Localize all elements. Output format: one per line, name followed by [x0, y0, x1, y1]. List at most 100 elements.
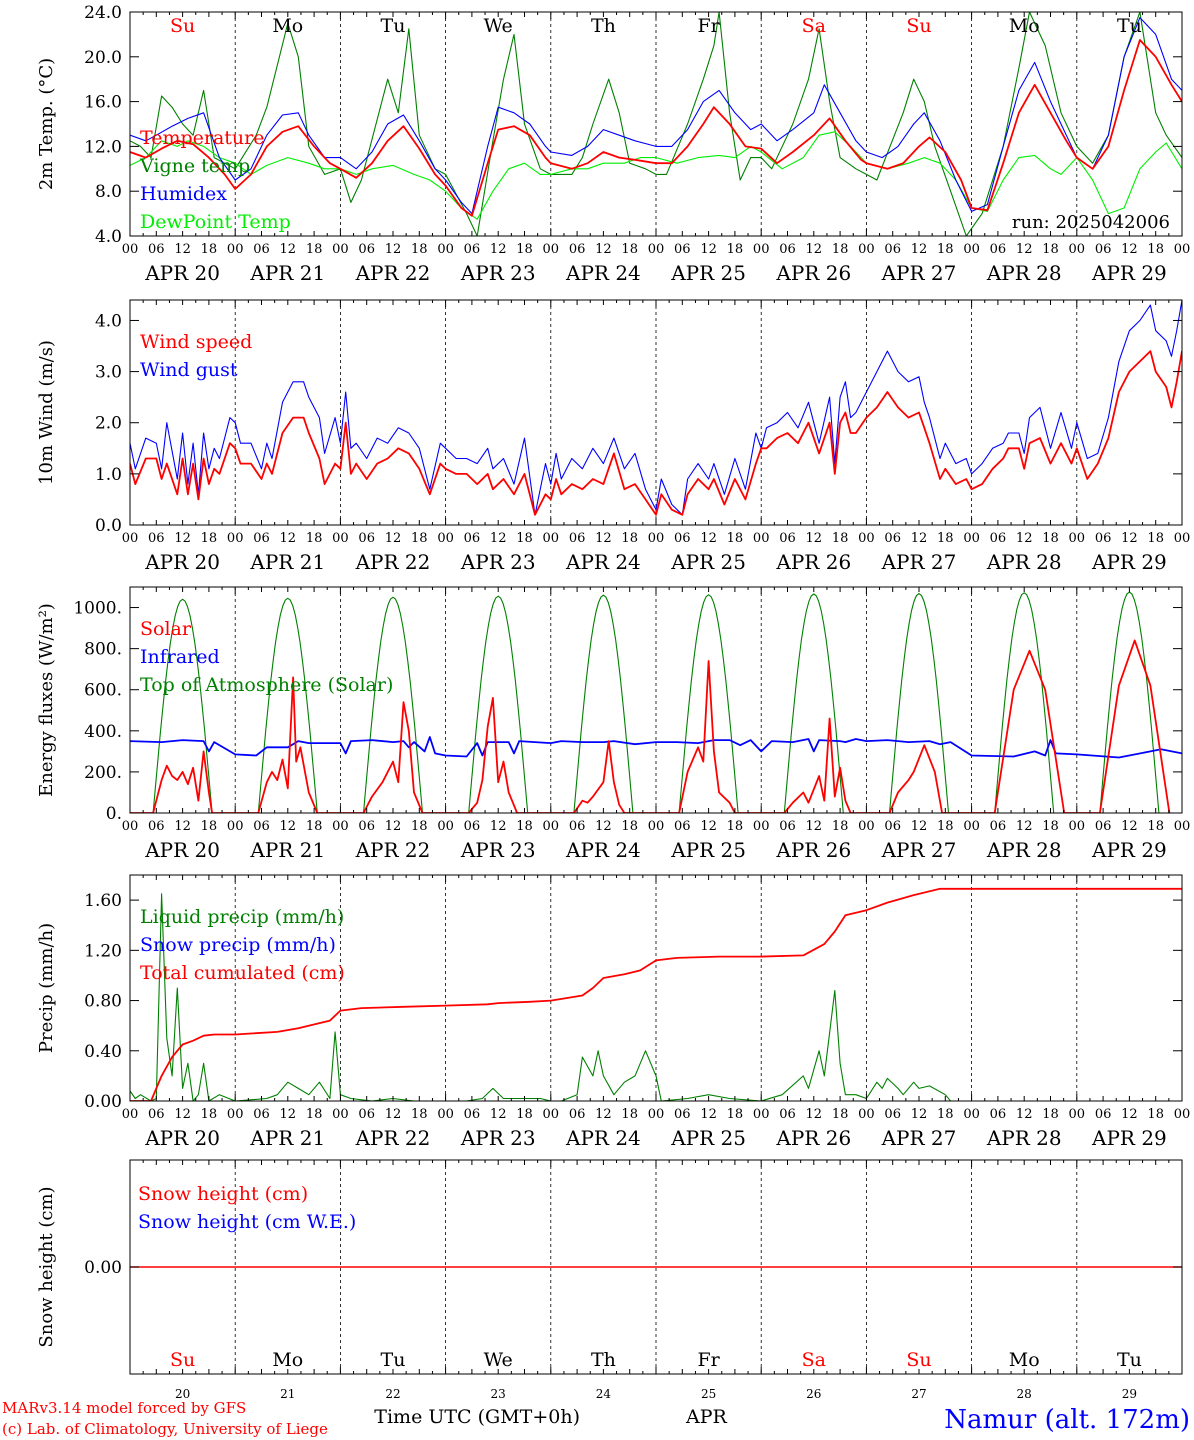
date-label: APR 26 — [775, 550, 851, 574]
legend-entry: Humidex — [140, 183, 227, 205]
credit-line-1: MARv3.14 model forced by GFS — [2, 1399, 246, 1417]
day-name: Mo — [1009, 1349, 1040, 1371]
x-tick-label: 12 — [174, 242, 191, 257]
date-label: APR 21 — [249, 550, 325, 574]
x-tick-label: 06 — [779, 531, 796, 546]
day-name: Su — [906, 15, 931, 37]
day-number: 24 — [596, 1387, 612, 1401]
date-label: APR 20 — [144, 1126, 220, 1150]
x-tick-label: 06 — [990, 1107, 1007, 1122]
date-label: APR 21 — [249, 838, 325, 862]
x-tick-label: 00 — [963, 242, 980, 257]
x-tick-label: 00 — [648, 242, 665, 257]
x-tick-label: 12 — [490, 531, 507, 546]
date-label: APR 26 — [775, 1126, 851, 1150]
x-tick-label: 12 — [911, 819, 928, 834]
x-tick-label: 00 — [122, 1107, 139, 1122]
day-name: Tu — [381, 1349, 406, 1371]
x-tick-label: 06 — [884, 531, 901, 546]
date-label: APR 22 — [355, 550, 431, 574]
x-tick-label: 12 — [806, 242, 823, 257]
x-tick-label: 18 — [201, 531, 218, 546]
y-tick-label: 0.00 — [84, 1092, 122, 1112]
x-tick-label: 18 — [727, 819, 744, 834]
x-tick-label: 18 — [937, 819, 954, 834]
y-tick-label: 12.0 — [84, 137, 122, 157]
date-label: APR 26 — [775, 261, 851, 285]
x-tick-label: 18 — [516, 531, 533, 546]
x-tick-label: 18 — [201, 819, 218, 834]
series-humidex — [130, 17, 1182, 215]
x-tick-label: 18 — [727, 1107, 744, 1122]
x-tick-label: 00 — [648, 531, 665, 546]
y-tick-label: 2.0 — [95, 414, 122, 434]
day-name: Mo — [272, 15, 303, 37]
date-label: APR 24 — [565, 1126, 641, 1150]
x-tick-label: 18 — [1042, 531, 1059, 546]
series-dewpoint-temp — [130, 131, 1182, 220]
x-tick-label: 00 — [122, 819, 139, 834]
y-tick-label: 1.20 — [84, 941, 122, 961]
date-label: APR 25 — [670, 261, 746, 285]
date-label: APR 20 — [144, 838, 220, 862]
x-tick-label: 18 — [621, 1107, 638, 1122]
x-tick-label: 12 — [806, 1107, 823, 1122]
x-tick-label: 00 — [543, 819, 560, 834]
x-tick-label: 18 — [1147, 531, 1164, 546]
day-name: Su — [170, 15, 195, 37]
series-top-of-atmosphere — [130, 591, 1182, 813]
x-tick-label: 12 — [595, 242, 612, 257]
date-label: APR 22 — [355, 838, 431, 862]
x-tick-label: 00 — [332, 1107, 349, 1122]
day-name: Tu — [1117, 15, 1142, 37]
x-tick-label: 00 — [963, 531, 980, 546]
x-tick-label: 06 — [674, 531, 691, 546]
day-name: Tu — [1117, 1349, 1142, 1371]
date-label: APR 23 — [460, 1126, 536, 1150]
day-number: 21 — [280, 1387, 295, 1401]
x-tick-label: 00 — [753, 1107, 770, 1122]
x-tick-label: 00 — [122, 531, 139, 546]
date-label: APR 29 — [1091, 838, 1167, 862]
date-label: APR 25 — [670, 1126, 746, 1150]
x-tick-label: 00 — [1174, 242, 1191, 257]
x-tick-label: 00 — [437, 1107, 454, 1122]
x-tick-label: 18 — [1042, 1107, 1059, 1122]
x-tick-label: 06 — [464, 819, 481, 834]
date-label: APR 24 — [565, 838, 641, 862]
x-tick-label: 18 — [727, 242, 744, 257]
x-tick-label: 06 — [253, 819, 270, 834]
x-tick-label: 00 — [437, 819, 454, 834]
x-tick-label: 12 — [700, 531, 717, 546]
x-tick-label: 00 — [227, 819, 244, 834]
y-tick-label: 400. — [84, 722, 122, 742]
x-tick-label: 00 — [648, 1107, 665, 1122]
x-tick-label: 00 — [1069, 819, 1086, 834]
x-tick-label: 06 — [358, 819, 375, 834]
x-tick-label: 06 — [464, 531, 481, 546]
x-tick-label: 18 — [832, 1107, 849, 1122]
x-tick-label: 06 — [779, 242, 796, 257]
x-tick-label: 00 — [332, 531, 349, 546]
x-tick-label: 00 — [1069, 1107, 1086, 1122]
date-label: APR 27 — [881, 550, 957, 574]
x-tick-label: 06 — [464, 1107, 481, 1122]
y-tick-label: 800. — [84, 640, 122, 660]
x-tick-label: 18 — [411, 1107, 428, 1122]
x-tick-label: 00 — [753, 819, 770, 834]
x-tick-label: 12 — [280, 242, 297, 257]
x-tick-label: 06 — [148, 242, 165, 257]
date-label: APR 27 — [881, 1126, 957, 1150]
x-tick-label: 00 — [543, 1107, 560, 1122]
day-name: Su — [906, 1349, 931, 1371]
day-number: 22 — [385, 1387, 400, 1401]
x-tick-label: 12 — [174, 531, 191, 546]
date-label: APR 23 — [460, 838, 536, 862]
y-tick-label: 1.0 — [95, 465, 122, 485]
date-label: APR 25 — [670, 838, 746, 862]
series-wind-speed — [130, 350, 1182, 516]
x-tick-label: 18 — [1042, 819, 1059, 834]
x-tick-label: 18 — [411, 819, 428, 834]
legend-entry: Top of Atmosphere (Solar) — [140, 674, 393, 696]
